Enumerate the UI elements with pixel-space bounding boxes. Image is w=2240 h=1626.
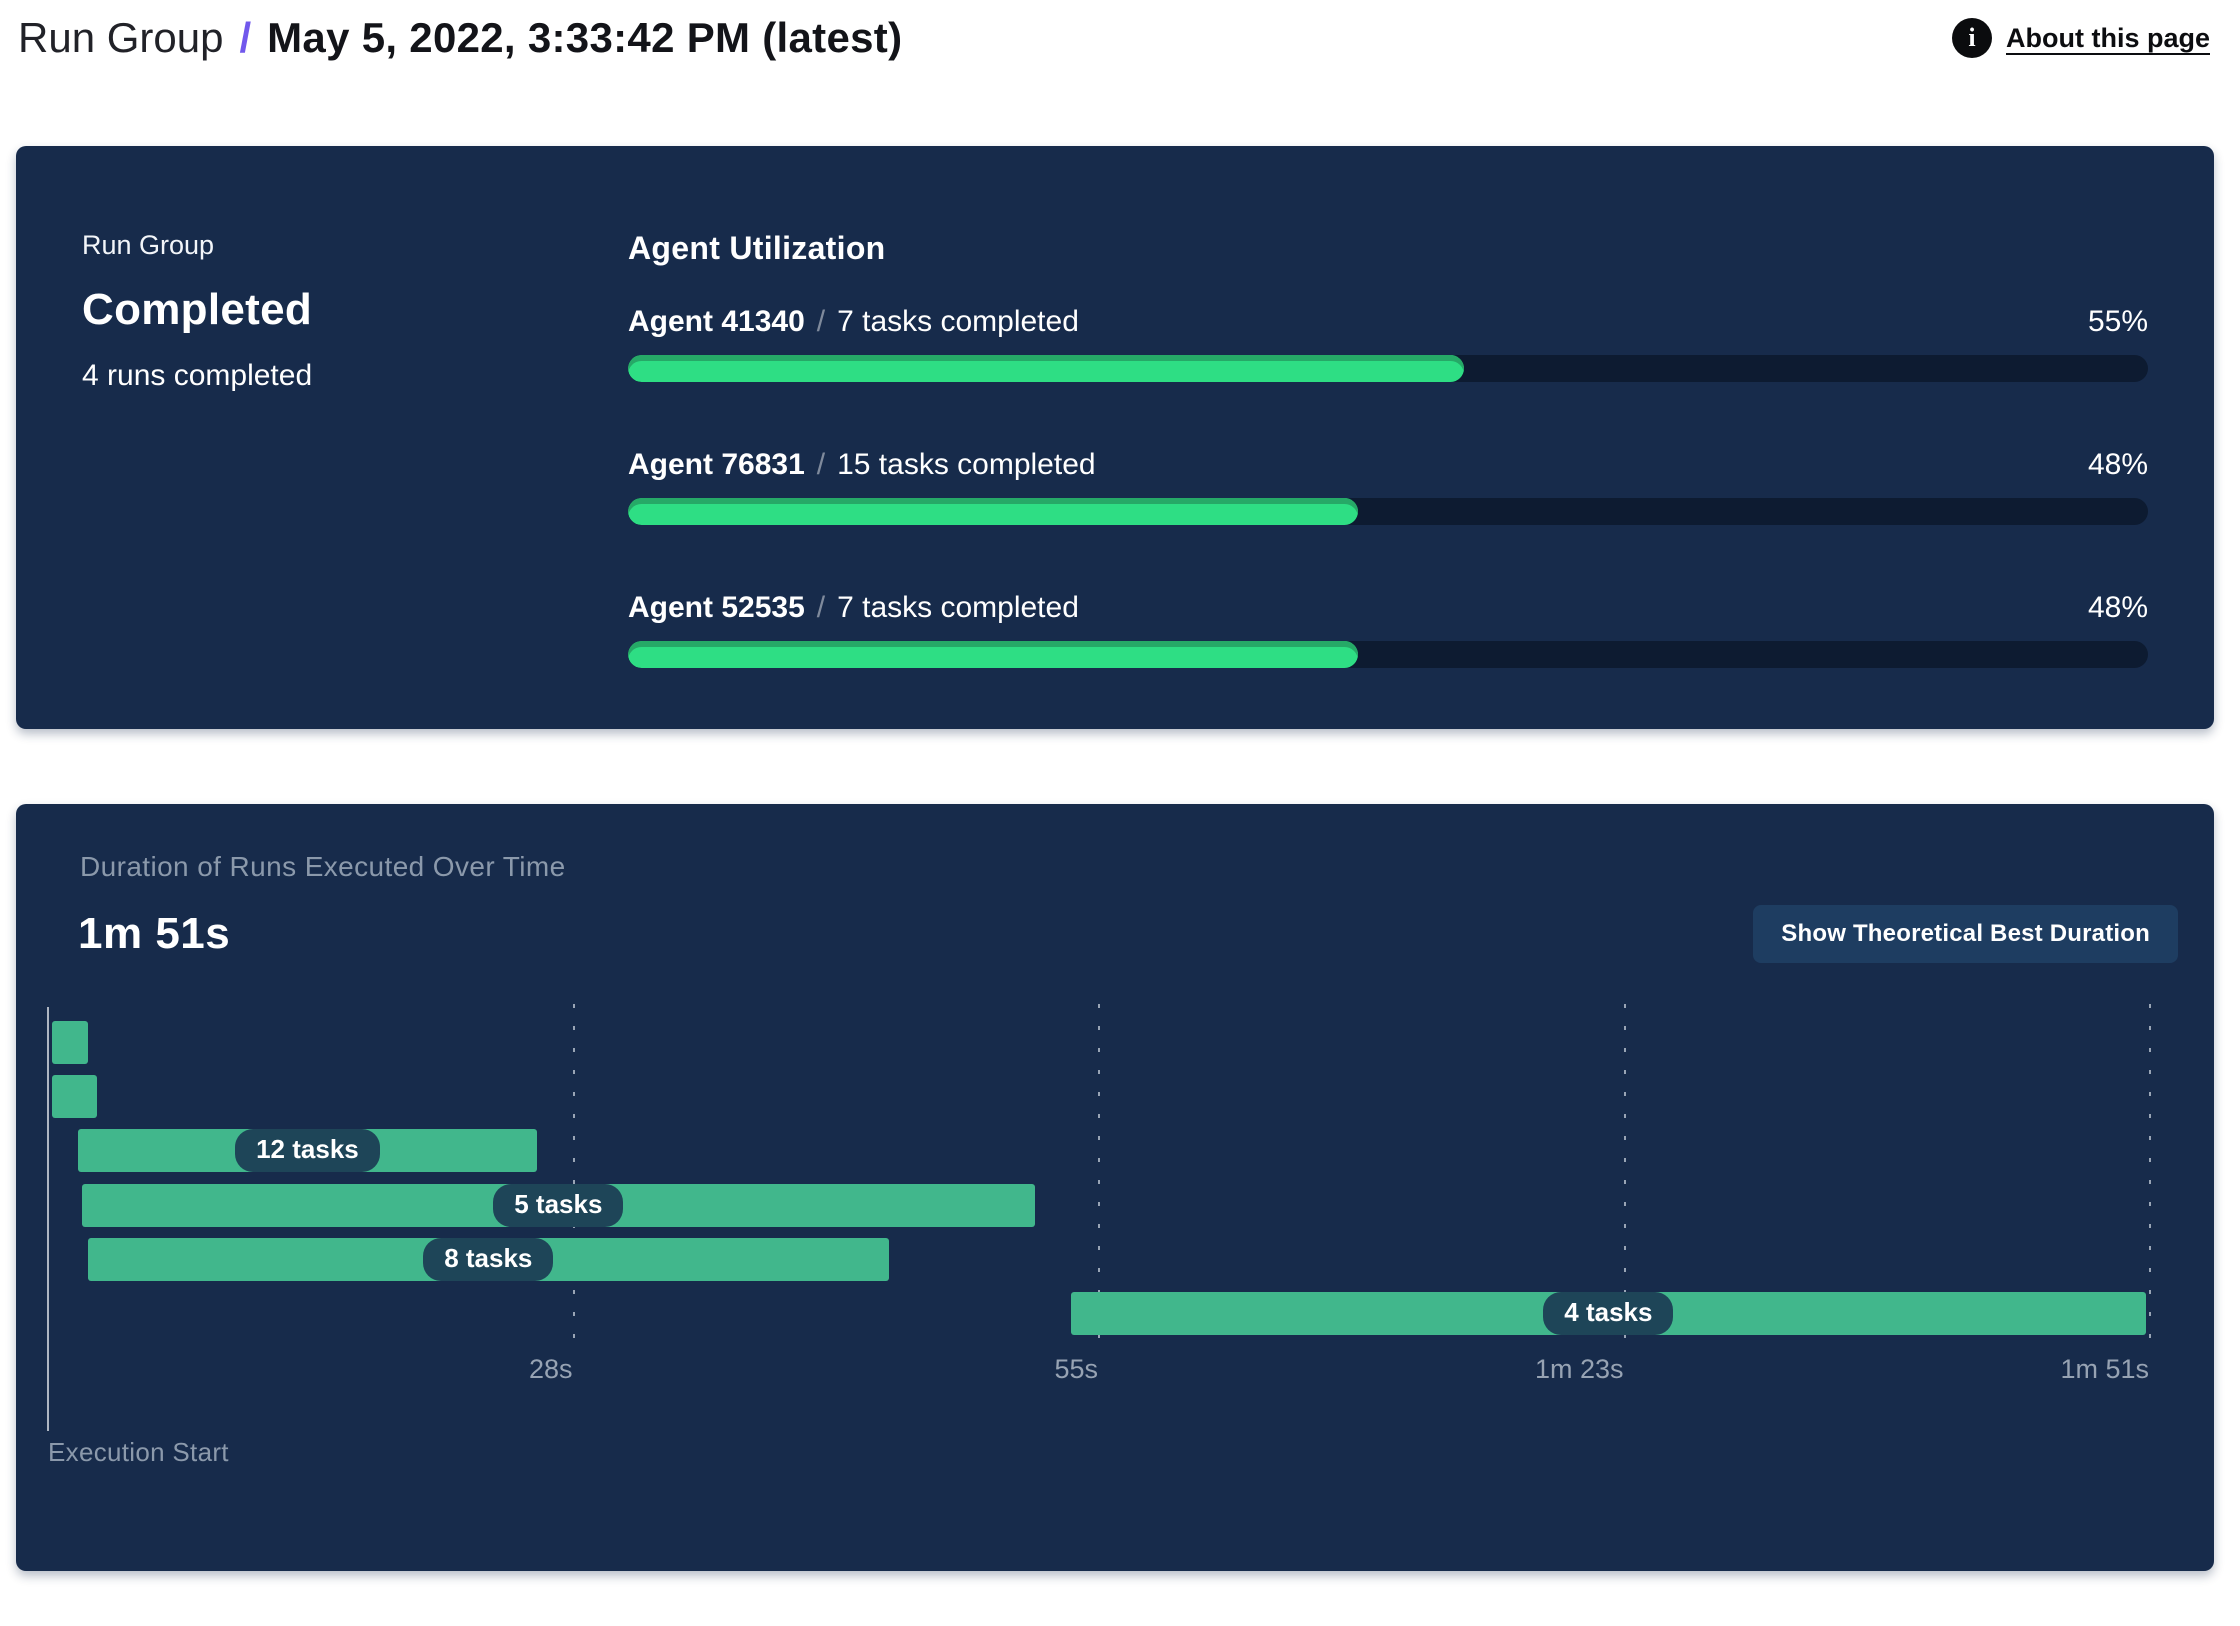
page-title: Run Group / May 5, 2022, 3:33:42 PM (lat… [18, 14, 902, 62]
duration-chart-card: Duration of Runs Executed Over Time 1m 5… [16, 804, 2214, 1571]
agent-utilization-pct: 55% [2087, 305, 2148, 338]
run-bar[interactable]: 4 tasks [1070, 1292, 2147, 1335]
agent-tasks-completed: 7 tasks completed [837, 305, 1079, 338]
task-count-pill: 12 tasks [235, 1129, 380, 1172]
info-icon [1952, 18, 1992, 58]
agent-utilization-panel: Agent Utilization Agent 41340 / 7 tasks co… [628, 230, 2148, 668]
show-theoretical-best-duration-button[interactable]: Show Theoretical Best Duration [1753, 905, 2178, 963]
agent-utilization-pct: 48% [2087, 448, 2148, 481]
agent-row: Agent 76831 / 15 tasks completed 48% [628, 448, 2148, 525]
duration-row: 1m 51s Show Theoretical Best Duration [16, 905, 2214, 963]
time-tick-label: 55s [1054, 1354, 1098, 1384]
agent-row: Agent 41340 / 7 tasks completed 55% [628, 305, 2148, 382]
agent-label: Agent 52535 / 7 tasks completed [628, 591, 1079, 625]
time-gridline [1098, 1004, 1100, 1342]
time-gridline [1623, 1004, 1626, 1342]
run-group-label: Run Group [82, 230, 215, 260]
agent-progress-track [628, 641, 2148, 668]
agent-progress-track [628, 498, 2148, 525]
about-this-page-link[interactable]: About this page [1952, 18, 2210, 58]
agent-tasks-completed: 15 tasks completed [837, 448, 1096, 481]
agent-name: Agent 52535 [628, 591, 805, 624]
task-count-pill: 8 tasks [423, 1238, 554, 1281]
chart-title: Duration of Runs Executed Over Time [80, 851, 566, 882]
time-tick-label: 1m 51s [2060, 1354, 2149, 1384]
breadcrumb-root: Run Group [18, 14, 224, 61]
run-bar[interactable]: 5 tasks [82, 1184, 1035, 1227]
agent-progress-fill [628, 641, 1358, 668]
run-bar[interactable]: 12 tasks [78, 1129, 537, 1172]
agent-progress-fill [628, 498, 1358, 525]
agent-separator: / [816, 305, 826, 338]
task-count-pill: 5 tasks [493, 1184, 624, 1227]
time-gridline [572, 1004, 575, 1342]
page-header: Run Group / May 5, 2022, 3:33:42 PM (lat… [0, 0, 2240, 62]
time-tick-label: 28s [528, 1354, 573, 1384]
breadcrumb-separator: / [239, 14, 252, 61]
about-link-label: About this page [2006, 22, 2210, 53]
agent-name: Agent 41340 [628, 305, 805, 338]
runs-completed-count: 4 runs completed [82, 359, 313, 392]
agent-separator: / [816, 448, 826, 481]
agent-utilization-pct: 48% [2087, 591, 2148, 624]
run-bar[interactable]: 8 tasks [87, 1238, 889, 1281]
agent-label: Agent 41340 / 7 tasks completed [628, 305, 1079, 339]
execution-start-axis [47, 1007, 49, 1431]
task-count-pill: 4 tasks [1543, 1292, 1674, 1335]
agent-utilization-heading: Agent Utilization [628, 230, 886, 266]
agent-progress-fill [628, 355, 1464, 382]
agent-row: Agent 52535 / 7 tasks completed 48% [628, 591, 2148, 668]
breadcrumb-current: May 5, 2022, 3:33:42 PM (latest) [267, 14, 903, 61]
run-group-status-panel: Run Group Completed 4 runs completed [82, 230, 628, 659]
run-bar[interactable] [51, 1021, 88, 1064]
agent-rows: Agent 41340 / 7 tasks completed 55% Agent … [628, 305, 2148, 668]
run-group-summary-card: Run Group Completed 4 runs completed Age… [16, 146, 2214, 729]
agent-separator: / [816, 591, 826, 624]
total-duration: 1m 51s [78, 909, 231, 958]
agent-name: Agent 76831 [628, 448, 805, 481]
run-group-status: Completed [82, 285, 313, 334]
agent-tasks-completed: 7 tasks completed [837, 591, 1079, 624]
execution-start-label: Execution Start [48, 1437, 229, 1467]
gantt-chart: Execution Start 28s 55s 1m 23s 1m 51s 12 tas… [16, 997, 2214, 1467]
time-tick-label: 1m 23s [1534, 1354, 1624, 1384]
agent-label: Agent 76831 / 15 tasks completed [628, 448, 1096, 482]
run-bar[interactable] [51, 1075, 98, 1118]
time-gridline [2149, 1004, 2151, 1342]
agent-progress-track [628, 355, 2148, 382]
